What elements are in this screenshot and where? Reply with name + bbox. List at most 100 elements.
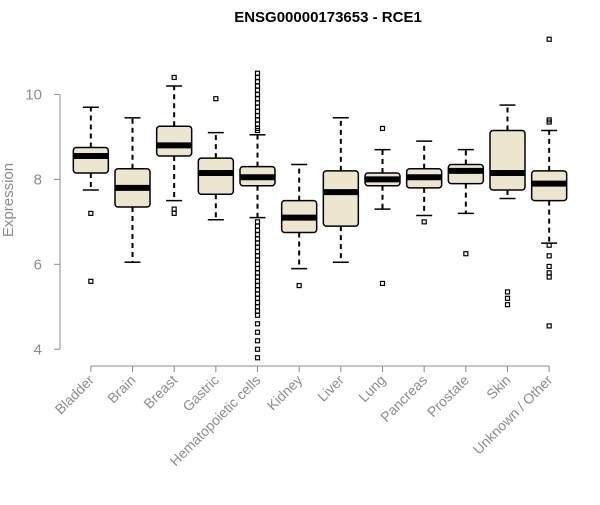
outlier-point bbox=[504, 302, 511, 308]
box-iqr bbox=[72, 146, 110, 174]
y-axis: 4 6 8 10 bbox=[25, 86, 61, 358]
box-unknown-other bbox=[530, 36, 568, 329]
outlier-point bbox=[463, 251, 469, 257]
outlier-point bbox=[254, 304, 261, 310]
outlier-point bbox=[546, 274, 552, 280]
outlier-point bbox=[254, 121, 261, 127]
box-kidney bbox=[280, 163, 318, 289]
outlier-point bbox=[254, 321, 261, 327]
outlier-point bbox=[254, 87, 261, 93]
outlier-point bbox=[254, 96, 261, 102]
outlier-point bbox=[254, 299, 261, 306]
box-series bbox=[72, 36, 568, 361]
x-tick-label-skin: Skin bbox=[483, 372, 514, 403]
outlier-point bbox=[254, 240, 261, 246]
y-tick-label-10: 10 bbox=[25, 86, 42, 103]
outlier-point bbox=[254, 70, 261, 76]
box-brain bbox=[114, 117, 151, 263]
box-gastric bbox=[197, 96, 235, 221]
outlier-point bbox=[254, 79, 261, 85]
outlier-point bbox=[254, 274, 261, 280]
x-tick-label-brain: Brain bbox=[104, 372, 138, 406]
x-tick-label-lung: Lung bbox=[355, 372, 388, 405]
outlier-point bbox=[254, 278, 261, 284]
outlier-point bbox=[546, 242, 552, 248]
chart-title: ENSG00000173653 - RCE1 bbox=[234, 9, 422, 26]
outlier-point bbox=[254, 329, 261, 335]
box-skin bbox=[489, 104, 526, 308]
box-hematopoietic-cells bbox=[239, 70, 276, 361]
outlier-point bbox=[254, 74, 261, 81]
box-iqr bbox=[447, 163, 485, 185]
outlier-point bbox=[504, 295, 511, 301]
x-tick-label-kidney: Kidney bbox=[264, 372, 306, 414]
outlier-point bbox=[546, 323, 552, 329]
y-tick-label-6: 6 bbox=[34, 256, 42, 273]
outlier-point bbox=[254, 231, 261, 238]
outlier-point bbox=[546, 253, 552, 259]
outlier-point bbox=[254, 223, 261, 229]
outlier-point bbox=[254, 108, 261, 115]
box-prostate bbox=[447, 148, 485, 257]
x-tick-label-bladder: Bladder bbox=[52, 372, 98, 418]
box-bladder bbox=[72, 106, 110, 284]
box-pancreas bbox=[405, 140, 443, 225]
box-iqr bbox=[155, 125, 193, 157]
box-breast bbox=[155, 74, 193, 216]
outlier-point bbox=[171, 210, 177, 216]
x-tick-label-prostate: Prostate bbox=[424, 372, 472, 420]
y-axis-label: Expression bbox=[0, 163, 17, 237]
outlier-point bbox=[254, 117, 261, 123]
outlier-point bbox=[254, 265, 261, 272]
outlier-point bbox=[254, 127, 261, 134]
outlier-point bbox=[254, 338, 261, 344]
outlier-point bbox=[421, 219, 427, 225]
outlier-point bbox=[254, 236, 261, 242]
outlier-point bbox=[546, 36, 552, 42]
outlier-point bbox=[296, 282, 302, 289]
outlier-point bbox=[88, 210, 94, 216]
box-iqr bbox=[197, 157, 235, 196]
box-iqr bbox=[322, 170, 360, 227]
outlier-point bbox=[171, 74, 177, 81]
outlier-point bbox=[254, 346, 261, 352]
outlier-point bbox=[254, 219, 261, 225]
x-tick-label-unknown-other: Unknown / Other bbox=[470, 372, 556, 458]
box-iqr bbox=[489, 129, 526, 191]
y-tick-label-8: 8 bbox=[34, 171, 42, 188]
box-liver bbox=[322, 117, 360, 263]
outlier-point bbox=[546, 119, 552, 125]
x-tick-label-liver: Liver bbox=[314, 372, 347, 405]
outlier-point bbox=[546, 263, 552, 270]
outlier-point bbox=[546, 270, 552, 276]
outlier-point bbox=[254, 308, 261, 314]
outlier-point bbox=[379, 125, 386, 132]
outlier-point bbox=[254, 287, 261, 293]
outlier-point bbox=[254, 282, 261, 289]
outlier-point bbox=[254, 113, 261, 119]
box-lung bbox=[364, 125, 401, 287]
outlier-point bbox=[254, 244, 261, 250]
outlier-point bbox=[254, 270, 261, 276]
outlier-point bbox=[254, 248, 261, 255]
outlier-point bbox=[254, 83, 261, 89]
outlier-point bbox=[254, 312, 261, 318]
outlier-point bbox=[379, 280, 386, 287]
outlier-point bbox=[254, 100, 261, 106]
outlier-point bbox=[171, 206, 177, 212]
outlier-point bbox=[254, 253, 261, 259]
outlier-point bbox=[254, 291, 261, 297]
outlier-point bbox=[254, 261, 261, 267]
y-tick-label-4: 4 bbox=[34, 341, 42, 358]
outlier-point bbox=[254, 227, 261, 233]
outlier-point bbox=[213, 96, 219, 102]
outlier-point bbox=[254, 104, 261, 110]
x-tick-label-breast: Breast bbox=[140, 372, 180, 412]
outlier-point bbox=[254, 295, 261, 301]
outlier-point bbox=[254, 257, 261, 263]
outlier-point bbox=[254, 91, 261, 98]
outlier-point bbox=[88, 278, 94, 284]
